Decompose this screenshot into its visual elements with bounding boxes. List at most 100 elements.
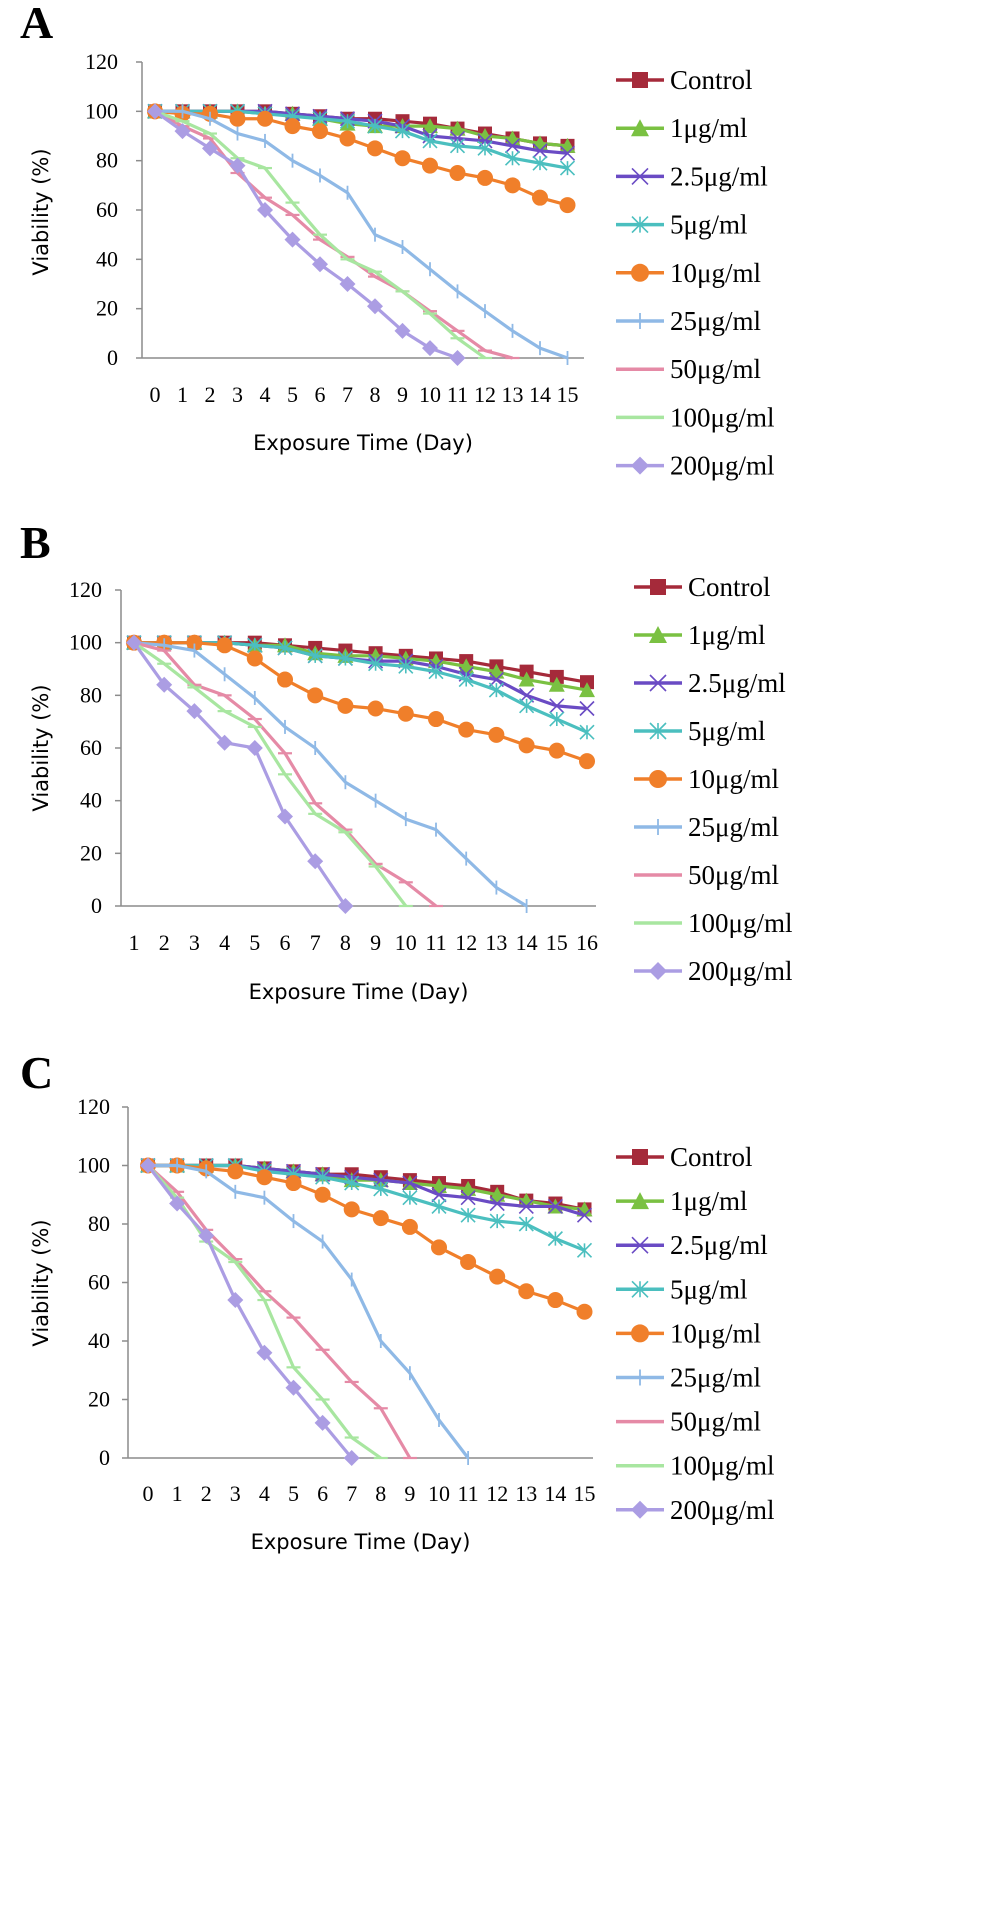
x-tick-label: 0 xyxy=(143,1481,154,1506)
y-axis-title: Viability (%) xyxy=(29,684,53,811)
x-tick-label: 16 xyxy=(576,930,598,955)
x-tick-label: 13 xyxy=(485,930,507,955)
x-tick-label: 4 xyxy=(219,930,230,955)
legend-marker xyxy=(649,626,667,643)
panel-label: A xyxy=(20,0,53,48)
data-point xyxy=(477,133,493,149)
x-tick-label: 7 xyxy=(346,1481,357,1506)
x-tick-label: 8 xyxy=(375,1481,386,1506)
x-tick-label: 11 xyxy=(458,1481,479,1506)
data-point xyxy=(284,118,301,135)
data-point xyxy=(519,698,535,714)
panel-label: C xyxy=(20,1047,53,1098)
x-tick-label: 7 xyxy=(342,382,353,407)
legend-entry: 5μg/ml xyxy=(688,716,765,746)
y-tick-label: 20 xyxy=(88,1387,110,1412)
data-point xyxy=(549,711,565,727)
x-tick-label: 10 xyxy=(419,382,441,407)
y-tick-label: 100 xyxy=(77,1153,110,1178)
x-tick-label: 13 xyxy=(515,1481,537,1506)
data-point xyxy=(307,687,324,704)
data-point xyxy=(460,1190,476,1206)
legend-entry: 10μg/ml xyxy=(688,764,779,794)
legend-entry: 50μg/ml xyxy=(688,860,779,890)
series-line xyxy=(155,109,568,170)
data-point xyxy=(532,189,548,206)
legend-entry: 1μg/ml xyxy=(688,620,765,650)
series-3 xyxy=(147,103,576,176)
data-point xyxy=(489,1186,506,1202)
data-point xyxy=(488,682,504,698)
y-tick-label: 0 xyxy=(107,345,118,370)
data-point xyxy=(372,1210,389,1227)
data-point xyxy=(579,753,595,770)
data-point xyxy=(257,202,273,218)
data-point xyxy=(343,1450,360,1466)
x-tick-label: 5 xyxy=(288,1481,299,1506)
y-tick-label: 80 xyxy=(96,148,118,173)
data-point xyxy=(460,1180,477,1196)
series-line xyxy=(155,109,569,360)
series-line xyxy=(148,1163,586,1252)
legend-marker xyxy=(631,119,649,137)
data-point xyxy=(488,671,504,688)
data-point xyxy=(422,340,438,357)
data-point xyxy=(547,1198,563,1215)
series-line xyxy=(154,109,568,207)
x-tick-label: 2 xyxy=(205,382,216,407)
legend-entry: 1μg/ml xyxy=(670,113,747,143)
data-point xyxy=(548,676,565,692)
data-point xyxy=(344,1175,360,1191)
data-point xyxy=(449,165,466,181)
data-point xyxy=(314,1414,331,1431)
data-point xyxy=(394,322,411,339)
y-tick-label: 120 xyxy=(85,49,118,74)
legend-entry: 2.5μg/ml xyxy=(688,668,786,698)
data-point xyxy=(398,658,414,674)
data-point xyxy=(277,808,293,825)
data-point xyxy=(559,145,576,161)
data-point xyxy=(216,734,233,751)
data-point xyxy=(126,634,142,651)
x-axis-title: Exposure Time (Day) xyxy=(249,980,469,1004)
series-5 xyxy=(154,104,569,365)
legend-marker xyxy=(631,1192,649,1210)
legend-entry: 100μg/ml xyxy=(688,908,792,938)
data-point xyxy=(285,1175,302,1192)
data-point xyxy=(402,1190,418,1206)
data-point xyxy=(307,648,323,664)
legend: Control 1μg/ml 2.5μg/ml 5μg/ml 10μg/ml 25μg/m… xyxy=(634,572,792,986)
data-point xyxy=(428,664,444,680)
x-tick-label: 12 xyxy=(486,1481,508,1506)
data-point xyxy=(285,1379,302,1396)
legend-marker xyxy=(631,1500,649,1519)
y-tick-label: 60 xyxy=(96,197,118,222)
data-point xyxy=(549,698,565,714)
series-line xyxy=(148,1163,585,1217)
data-point xyxy=(202,140,218,157)
data-point xyxy=(339,276,356,292)
data-point xyxy=(504,138,521,154)
y-tick-label: 20 xyxy=(96,296,118,321)
data-point xyxy=(186,703,203,720)
data-point xyxy=(397,705,414,722)
data-point xyxy=(402,1175,418,1191)
panel-label: B xyxy=(20,517,51,568)
legend-entry: 1μg/ml xyxy=(670,1186,747,1216)
legend-entry: 50μg/ml xyxy=(670,1407,761,1437)
legend-entry: 50μg/ml xyxy=(670,354,761,384)
data-point xyxy=(428,711,444,728)
x-tick-label: 1 xyxy=(177,382,188,407)
data-point xyxy=(579,682,595,698)
series-line xyxy=(132,641,347,907)
data-point xyxy=(576,1207,593,1223)
data-point xyxy=(367,140,383,157)
data-point xyxy=(401,1218,418,1235)
x-tick-label: 2 xyxy=(201,1481,212,1506)
legend-entry: 2.5μg/ml xyxy=(670,1230,768,1260)
y-tick-label: 40 xyxy=(96,246,118,271)
legend-entry: 10μg/ml xyxy=(670,1318,761,1348)
x-tick-label: 11 xyxy=(425,930,446,955)
